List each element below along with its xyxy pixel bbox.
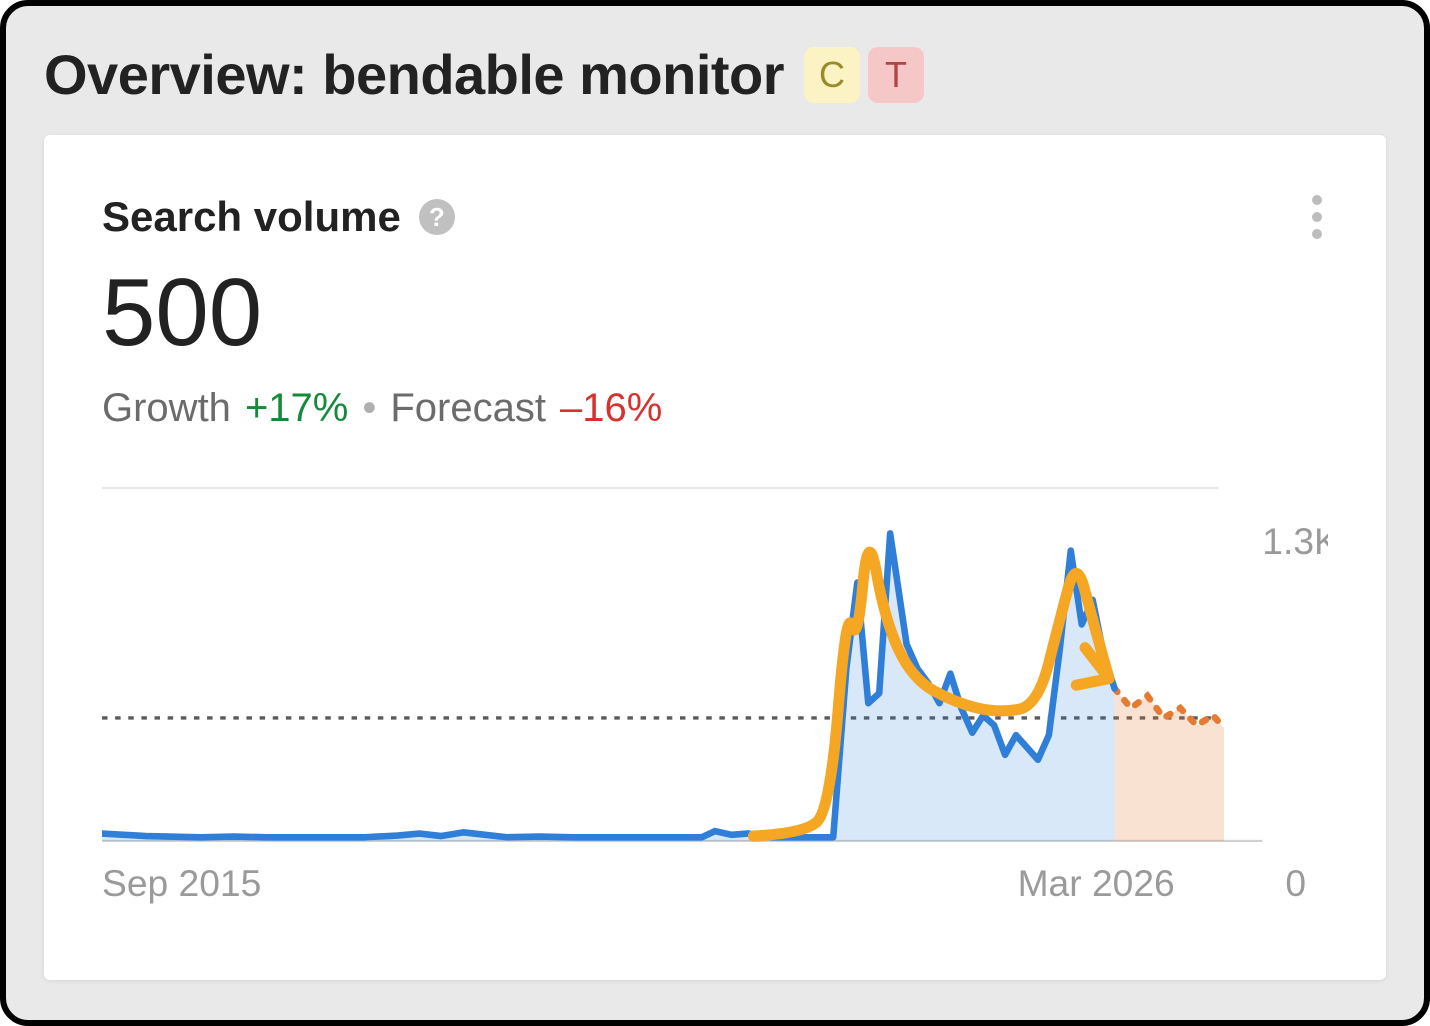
card-header: Search volume ?: [102, 189, 1328, 245]
x-start-label: Sep 2015: [102, 862, 261, 904]
x-end-label: Mar 2026: [1018, 862, 1175, 904]
forecast-value: –16%: [560, 386, 662, 431]
y-min-label: 0: [1285, 862, 1306, 904]
forecast-label: Forecast: [390, 386, 546, 431]
header-badge[interactable]: T: [868, 47, 924, 103]
growth-label: Growth: [102, 386, 231, 431]
badge-container: CT: [796, 47, 924, 103]
page-header: Overview: bendable monitor CT: [44, 42, 1386, 107]
separator-dot: •: [362, 386, 376, 431]
card-menu-button[interactable]: [1306, 189, 1328, 245]
app-frame: Overview: bendable monitor CT Search vol…: [0, 0, 1430, 1026]
kebab-dot-icon: [1312, 195, 1322, 205]
header-badge[interactable]: C: [804, 47, 860, 103]
y-max-label: 1.3K: [1262, 520, 1328, 562]
main-area: [102, 533, 1115, 841]
card-title-wrap: Search volume ?: [102, 193, 455, 241]
kebab-dot-icon: [1312, 212, 1322, 222]
page-title: Overview: bendable monitor: [44, 42, 784, 107]
search-volume-card: Search volume ? 500 Growth +17% • Foreca…: [44, 135, 1386, 980]
card-title: Search volume: [102, 193, 401, 241]
chart-container: 1.3K 0 Sep 2015 Mar 2026: [102, 477, 1328, 940]
search-volume-value: 500: [102, 263, 1328, 364]
growth-value: +17%: [245, 386, 348, 431]
help-icon[interactable]: ?: [419, 199, 455, 235]
search-volume-chart: 1.3K 0 Sep 2015 Mar 2026: [102, 477, 1328, 940]
kebab-dot-icon: [1312, 229, 1322, 239]
stats-row: Growth +17% • Forecast –16%: [102, 386, 1328, 431]
